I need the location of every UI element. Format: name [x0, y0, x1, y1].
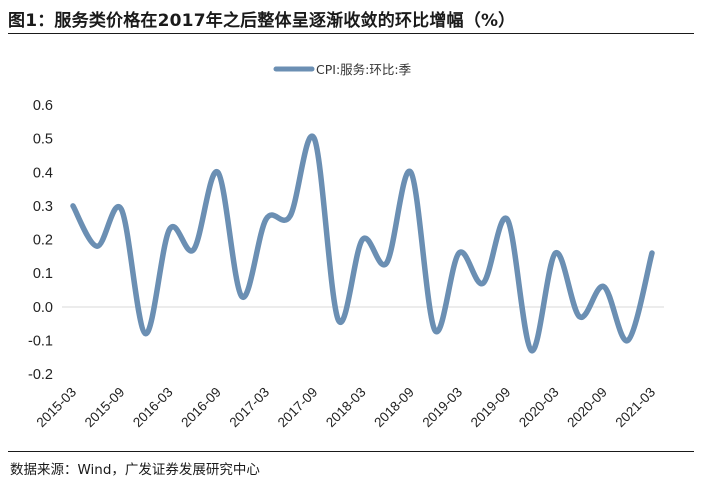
x-axis: 2015-03 2015-09 2016-03 2016-09 2017-03 2017-…: [33, 385, 658, 431]
y-tick-label: 0.3: [33, 199, 53, 215]
x-tick-label: 2020-09: [564, 385, 610, 431]
data-point-2018-12: [433, 328, 437, 332]
data-point-2017-09: [312, 137, 316, 141]
data-point-2018-06: [385, 261, 389, 265]
x-tick-label: 2017-09: [275, 385, 321, 431]
y-tick-label: 0.1: [33, 266, 53, 282]
source-note: 数据来源：Wind，广发证券发展研究中心: [10, 462, 260, 478]
data-point-2016-03: [168, 227, 172, 231]
data-point-2018-09: [409, 170, 413, 174]
data-point-2019-06: [481, 281, 485, 285]
data-point-2020-12: [626, 338, 630, 342]
data-point-2015-09: [119, 207, 123, 211]
series-line-cpi-services: [70, 133, 655, 354]
data-point-2021-03: [650, 251, 654, 255]
title-divider: [8, 33, 694, 34]
legend: CPI:服务:环比:季: [273, 62, 412, 77]
data-point-2019-12: [529, 348, 533, 352]
y-tick-label: 0.5: [33, 132, 53, 148]
x-tick-label: 2016-03: [130, 385, 176, 431]
x-tick-label: 2021-03: [612, 385, 658, 431]
data-point-2020-03: [554, 251, 558, 255]
data-point-2015-03: [71, 204, 75, 208]
data-point-2019-09: [505, 217, 509, 221]
data-point-2017-06: [288, 214, 292, 218]
y-tick-label: 0.6: [33, 98, 53, 114]
data-point-2016-09: [216, 170, 220, 174]
data-point-2017-12: [336, 318, 340, 322]
x-tick-label: 2019-09: [468, 385, 514, 431]
data-point-2016-06: [192, 248, 196, 252]
x-tick-label: 2018-03: [323, 385, 369, 431]
x-tick-label: 2018-09: [371, 385, 417, 431]
x-tick-label: 2019-03: [419, 385, 465, 431]
chart-title: 图1：服务类价格在2017年之后整体呈逐渐收敛的环比增幅（%）: [8, 11, 516, 31]
y-tick-label: 0.2: [33, 233, 53, 249]
data-point-2017-03: [264, 217, 268, 221]
y-tick-label: -0.1: [28, 333, 53, 349]
legend-label: CPI:服务:环比:季: [316, 62, 412, 77]
data-point-2020-06: [578, 315, 582, 319]
data-point-2020-09: [602, 285, 606, 289]
data-point-2015-12: [143, 332, 147, 336]
data-point-2016-12: [240, 295, 244, 299]
y-tick-label: 0.0: [33, 300, 53, 316]
data-point-2018-03: [361, 238, 365, 242]
data-point-2019-03: [457, 251, 461, 255]
data-point-2015-06: [95, 244, 99, 248]
footer-divider: [8, 451, 694, 452]
y-tick-label: 0.4: [33, 165, 53, 181]
x-tick-label: 2020-03: [516, 385, 562, 431]
x-tick-label: 2015-09: [82, 385, 128, 431]
y-tick-label: -0.2: [28, 367, 53, 383]
y-axis: 0.6 0.5 0.4 0.3 0.2 0.1 0.0 -0.1 -0.2: [28, 98, 53, 383]
x-tick-label: 2017-03: [226, 385, 272, 431]
x-tick-label: 2016-09: [178, 385, 224, 431]
x-tick-label: 2015-03: [33, 385, 79, 431]
